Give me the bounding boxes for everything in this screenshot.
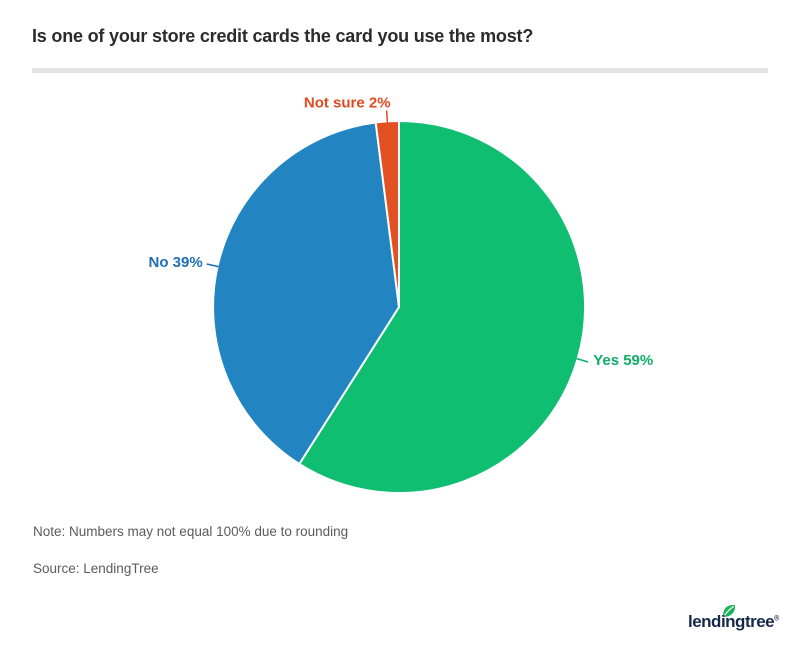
- pie-label-no: No 39%: [149, 254, 203, 271]
- note-text: Note: Numbers may not equal 100% due to …: [33, 524, 349, 539]
- logo-text: lendingtree: [688, 612, 775, 631]
- lendingtree-logo: lendingtree®: [688, 602, 788, 642]
- logo-wordmark: lendingtree®: [688, 612, 779, 632]
- source-text: Source: LendingTree: [33, 561, 159, 576]
- leaf-icon: [723, 604, 736, 617]
- pie-label-not-sure: Not sure 2%: [304, 94, 391, 111]
- registered-mark: ®: [774, 615, 779, 623]
- leader-line-yes: [576, 357, 589, 363]
- title-divider: [32, 68, 768, 73]
- leader-line-not-sure: [385, 110, 389, 123]
- leader-line-no: [206, 263, 219, 268]
- chart-title: Is one of your store credit cards the ca…: [32, 26, 534, 46]
- leaf-vein: [723, 605, 735, 617]
- pie-label-yes: Yes 59%: [593, 352, 653, 369]
